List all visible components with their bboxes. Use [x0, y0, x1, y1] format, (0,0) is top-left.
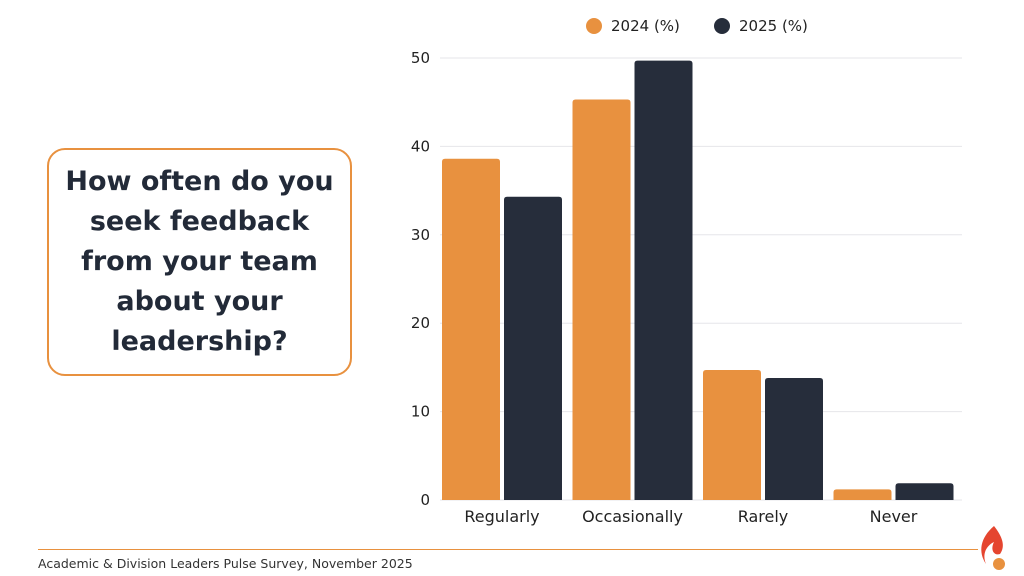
x-category-label: Occasionally	[582, 507, 683, 526]
footer-source: Academic & Division Leaders Pulse Survey…	[38, 556, 413, 571]
legend-label: 2025 (%)	[739, 17, 808, 35]
y-tick-label: 20	[411, 314, 430, 332]
bar-occasionally-2025	[634, 60, 693, 500]
y-tick-label: 0	[420, 491, 430, 509]
legend-label: 2024 (%)	[611, 17, 680, 35]
y-tick-label: 40	[411, 137, 430, 155]
bar-occasionally-2024	[572, 99, 631, 500]
y-tick-label: 50	[411, 49, 430, 67]
question-box: How often do you seek feedback from your…	[47, 148, 352, 376]
bar-regularly-2024	[442, 158, 500, 500]
flame-logo-icon	[981, 526, 1005, 570]
x-category-label: Rarely	[738, 507, 789, 526]
bar-never-2025	[895, 483, 954, 500]
x-category-label: Regularly	[464, 507, 539, 526]
question-text: How often do you seek feedback from your…	[65, 166, 334, 357]
y-tick-label: 10	[411, 403, 430, 421]
y-tick-label: 30	[411, 226, 430, 244]
bar-rarely-2025	[765, 378, 823, 500]
bar-never-2024	[833, 489, 892, 500]
x-category-label: Never	[870, 507, 918, 526]
legend-swatch	[586, 18, 602, 34]
legend-swatch	[714, 18, 730, 34]
footer-divider	[38, 549, 978, 550]
bar-rarely-2024	[703, 370, 761, 500]
bar-regularly-2025	[504, 196, 562, 500]
